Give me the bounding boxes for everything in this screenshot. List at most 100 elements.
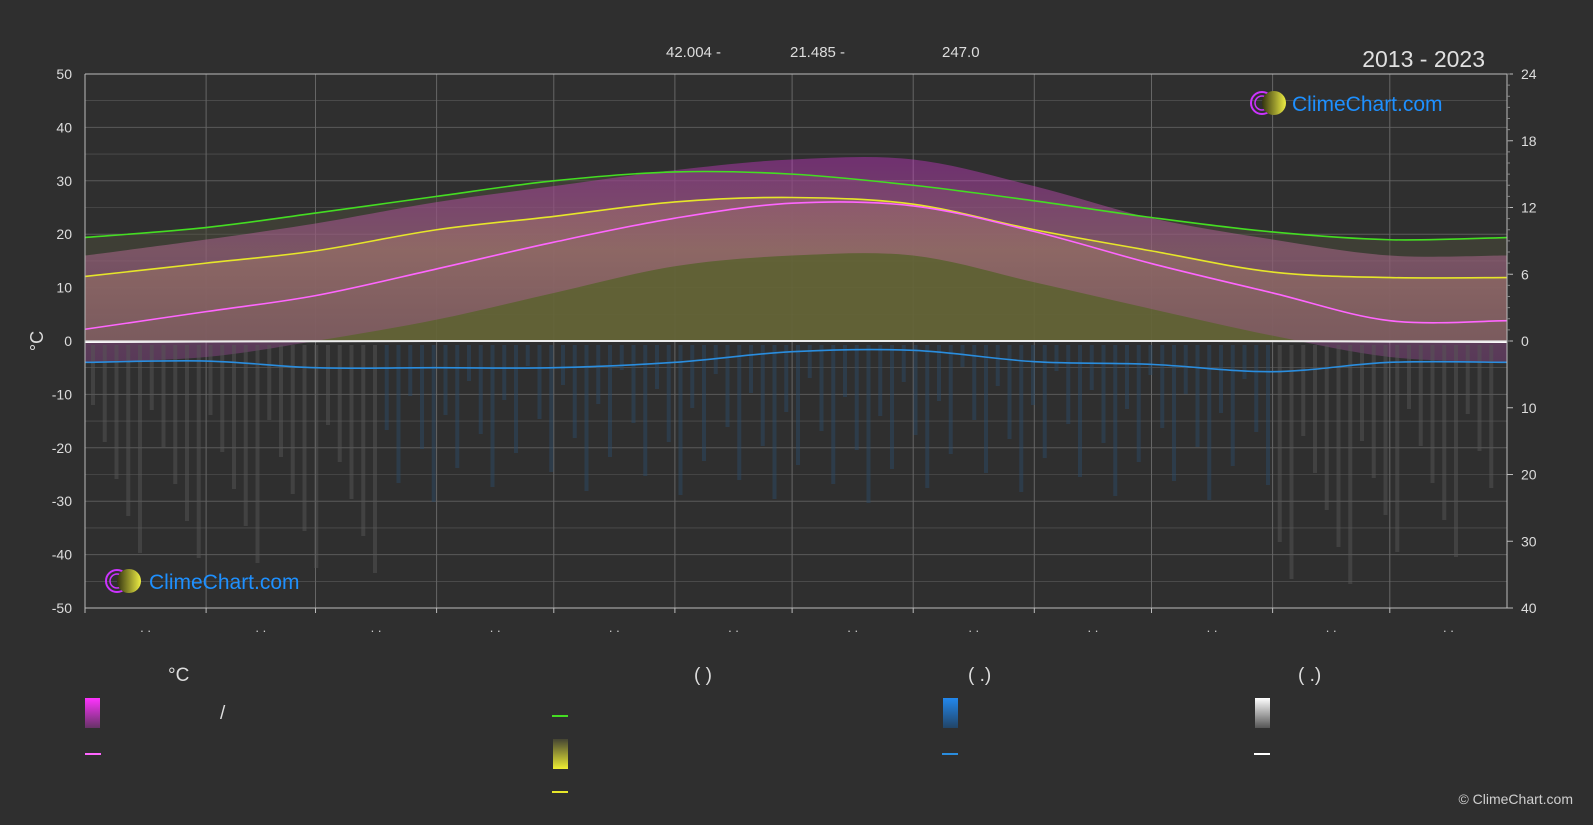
precip-bar — [138, 345, 142, 553]
precip-bar — [1418, 345, 1423, 446]
right-bottom-tick-label: 40 — [1521, 600, 1537, 616]
month-label: . . — [968, 620, 979, 635]
left-tick-label: -50 — [52, 600, 72, 616]
precip-bar — [220, 345, 225, 452]
precip-bar — [713, 345, 718, 374]
temperature-band — [85, 157, 1507, 584]
precip-bar — [819, 345, 824, 431]
precip-bar — [443, 345, 448, 415]
precip-bar — [584, 345, 589, 491]
coord-elevation: 247.0 — [942, 44, 980, 61]
month-label: . . — [140, 620, 151, 635]
precip-bar — [1301, 345, 1306, 436]
precip-bar — [1277, 345, 1282, 542]
precip-bar — [1183, 345, 1188, 394]
legend-col4-header: ( .) — [1298, 665, 1322, 686]
precip-bar — [1054, 345, 1059, 371]
precip-bar — [525, 345, 530, 366]
legend-col2-header: ( ) — [694, 665, 712, 686]
precip-bar — [1031, 345, 1035, 405]
right-top-tick-label: 18 — [1521, 133, 1537, 149]
precip-bar — [361, 345, 366, 536]
precip-bar — [514, 345, 518, 453]
precip-bar — [1313, 345, 1317, 473]
precip-bar — [1348, 345, 1353, 584]
series-line-daylight_hours — [84, 170, 1508, 241]
month-label: . . — [371, 620, 382, 635]
precip-bar — [725, 345, 730, 427]
series-line-sunshine_hours — [84, 196, 1508, 279]
left-axis-title: °C — [27, 331, 47, 351]
precip-bar — [420, 345, 424, 449]
precip-bar — [337, 345, 342, 462]
precip-bar — [1336, 345, 1341, 547]
left-tick-label: -20 — [52, 440, 72, 456]
precip-bar — [666, 345, 671, 442]
left-tick-label: -30 — [52, 493, 72, 509]
climechart-logo-bottom: ClimeChart.com — [105, 569, 300, 594]
precip-bar — [807, 345, 812, 378]
legend-col1-header: °C — [168, 665, 190, 686]
right-bottom-tick-label: 20 — [1521, 467, 1537, 483]
precip-bar — [901, 345, 906, 382]
precip-bar — [843, 345, 847, 397]
precip-bar — [279, 345, 283, 457]
right-bottom-tick-label: 30 — [1521, 533, 1537, 549]
brand-name-top: ClimeChart.com — [1292, 93, 1443, 116]
month-label: . . — [255, 620, 266, 635]
precip-bar — [1489, 345, 1494, 488]
right-top-tick-label: 6 — [1521, 266, 1529, 282]
precip-bar — [467, 345, 471, 381]
precip-bar — [561, 345, 565, 385]
precip-bar — [1172, 345, 1176, 481]
precip-bar — [608, 345, 612, 457]
precip-bar — [1289, 345, 1294, 579]
right-top-tick-label: 0 — [1521, 333, 1529, 349]
precip-bar — [349, 345, 354, 499]
month-label: . . — [609, 620, 620, 635]
precip-bar — [1195, 345, 1200, 447]
precip-bar — [596, 345, 601, 404]
month-label: . . — [1087, 620, 1098, 635]
precip-bar — [1383, 345, 1388, 515]
precip-bar — [1066, 345, 1071, 424]
series-line-avg_temp — [84, 201, 1508, 331]
precip-bar — [784, 345, 789, 412]
precip-bar — [408, 345, 413, 396]
precip-bar — [772, 345, 777, 499]
precip-bar — [1324, 345, 1329, 510]
precip-bar — [267, 345, 272, 420]
month-label: . . — [728, 620, 739, 635]
precip-bar — [431, 345, 436, 502]
precip-bar — [925, 345, 930, 488]
precip-bar — [1148, 345, 1153, 375]
precip-bar — [549, 345, 554, 472]
climechart-logo-top: ClimeChart.com — [1250, 91, 1443, 116]
precip-bar — [126, 345, 131, 516]
coord-latitude: 42.004 - — [666, 44, 722, 61]
precip-bar — [1430, 345, 1435, 483]
precip-bar — [290, 345, 295, 494]
precip-bar — [1007, 345, 1012, 439]
precip-bar — [102, 345, 107, 442]
precip-bar — [1371, 345, 1376, 478]
precip-bar — [1019, 345, 1024, 492]
precip-bar — [1254, 345, 1259, 432]
precip-bar — [1266, 345, 1270, 485]
precip-bar — [878, 345, 883, 416]
precip-bar — [232, 345, 236, 489]
precip-bar — [114, 345, 119, 479]
precip-bar — [572, 345, 577, 438]
precip-bar — [373, 345, 377, 573]
precip-bar — [1454, 345, 1458, 557]
precip-bar — [1101, 345, 1106, 443]
precip-bar — [948, 345, 953, 454]
precip-bar — [796, 345, 800, 465]
month-label: . . — [1207, 620, 1218, 635]
left-tick-label: 20 — [56, 226, 72, 242]
precip-bar — [831, 345, 836, 484]
precip-bar — [173, 345, 178, 484]
left-tick-label: 10 — [56, 280, 72, 296]
chart-axes: 50 40 30 20 10 0 -10 -20 -30 -40 -50 °C 24 18 12 6 0 10 20… — [27, 66, 1537, 635]
